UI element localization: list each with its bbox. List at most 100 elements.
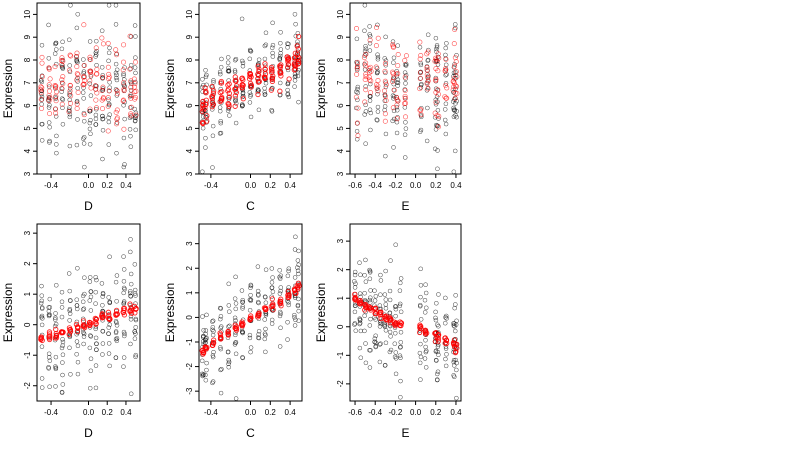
fitted-point [203,90,209,96]
fitted-point [105,95,111,101]
data-point [200,314,205,319]
fitted-point [355,63,361,69]
data-point [81,136,86,141]
data-point [454,395,459,401]
data-point [443,101,449,107]
data-point [100,116,105,122]
fitted-point [353,94,359,100]
data-point [60,372,65,378]
fitted-point [402,88,408,94]
fitted-point [113,47,119,53]
fitted-point [74,328,81,334]
data-point [226,364,231,370]
data-point [240,299,245,305]
data-point [248,48,253,54]
data-point [52,323,58,329]
data-point [233,274,238,280]
data-point [81,57,86,62]
fitted-point [443,337,450,344]
data-point [363,84,368,89]
data-point [403,81,408,86]
fitted-point [417,329,423,336]
x-tick-label: 0.2 [102,181,114,190]
data-point [442,117,448,123]
data-point [121,164,127,170]
fitted-point [132,89,138,95]
data-point [121,299,127,304]
fitted-point [54,89,60,95]
data-point [403,63,409,68]
data-point [262,336,268,342]
data-point [269,280,275,285]
data-point [113,87,119,92]
data-point [422,310,428,315]
y-tick-label: 1 [336,295,345,300]
data-point [133,70,138,76]
fitted-point [368,90,374,96]
data-point [247,335,253,341]
data-point [39,305,45,310]
data-point [81,96,86,101]
fitted-point [435,332,442,338]
y-tick-label: 0 [185,315,194,320]
data-point [383,34,388,40]
data-point [99,281,105,286]
fitted-point [454,84,460,90]
data-point [60,343,65,348]
data-point [362,112,367,117]
fitted-point [453,69,459,75]
data-point [199,358,205,364]
fitted-point [66,325,73,331]
data-point [375,22,380,28]
fitted-point [425,49,431,55]
data-point [367,365,373,370]
fitted-point [255,71,261,77]
fitted-point [373,64,379,70]
fitted-point [452,63,458,69]
data-point [256,57,262,62]
data-point [93,324,99,330]
fitted-point [114,91,120,97]
data-point [256,332,261,337]
fitted-point [394,102,400,108]
fitted-point [59,85,65,91]
fitted-point [394,97,400,103]
fitted-point [391,44,397,50]
data-point [218,325,223,331]
data-point [204,367,209,373]
data-point [233,351,239,357]
data-point [434,301,439,306]
data-point [210,354,216,360]
fitted-point [100,95,106,101]
data-point [54,133,59,139]
fitted-point [74,106,80,112]
data-point [107,363,112,369]
data-point [352,272,358,278]
data-point [358,272,363,277]
data-point [240,355,245,360]
data-point [435,166,440,172]
fitted-point [375,88,381,94]
fitted-point [60,58,66,64]
fitted-point [263,306,269,312]
fitted-point [47,95,53,101]
x-tick-label: 0.4 [285,181,297,190]
data-point [59,389,65,395]
data-point [46,351,52,357]
data-point [203,145,208,150]
y-tick-label: 3 [336,238,345,243]
fitted-point [417,86,423,92]
data-point [107,85,112,90]
data-point [285,320,290,325]
data-point [88,368,94,374]
fitted-point [363,87,369,93]
fitted-point [424,67,430,73]
data-point [218,390,224,396]
data-point [107,322,112,327]
data-point [452,148,458,154]
fitted-point [376,310,383,316]
data-point [270,289,276,295]
data-point [372,298,378,303]
data-point [113,336,119,342]
data-point [60,337,65,342]
